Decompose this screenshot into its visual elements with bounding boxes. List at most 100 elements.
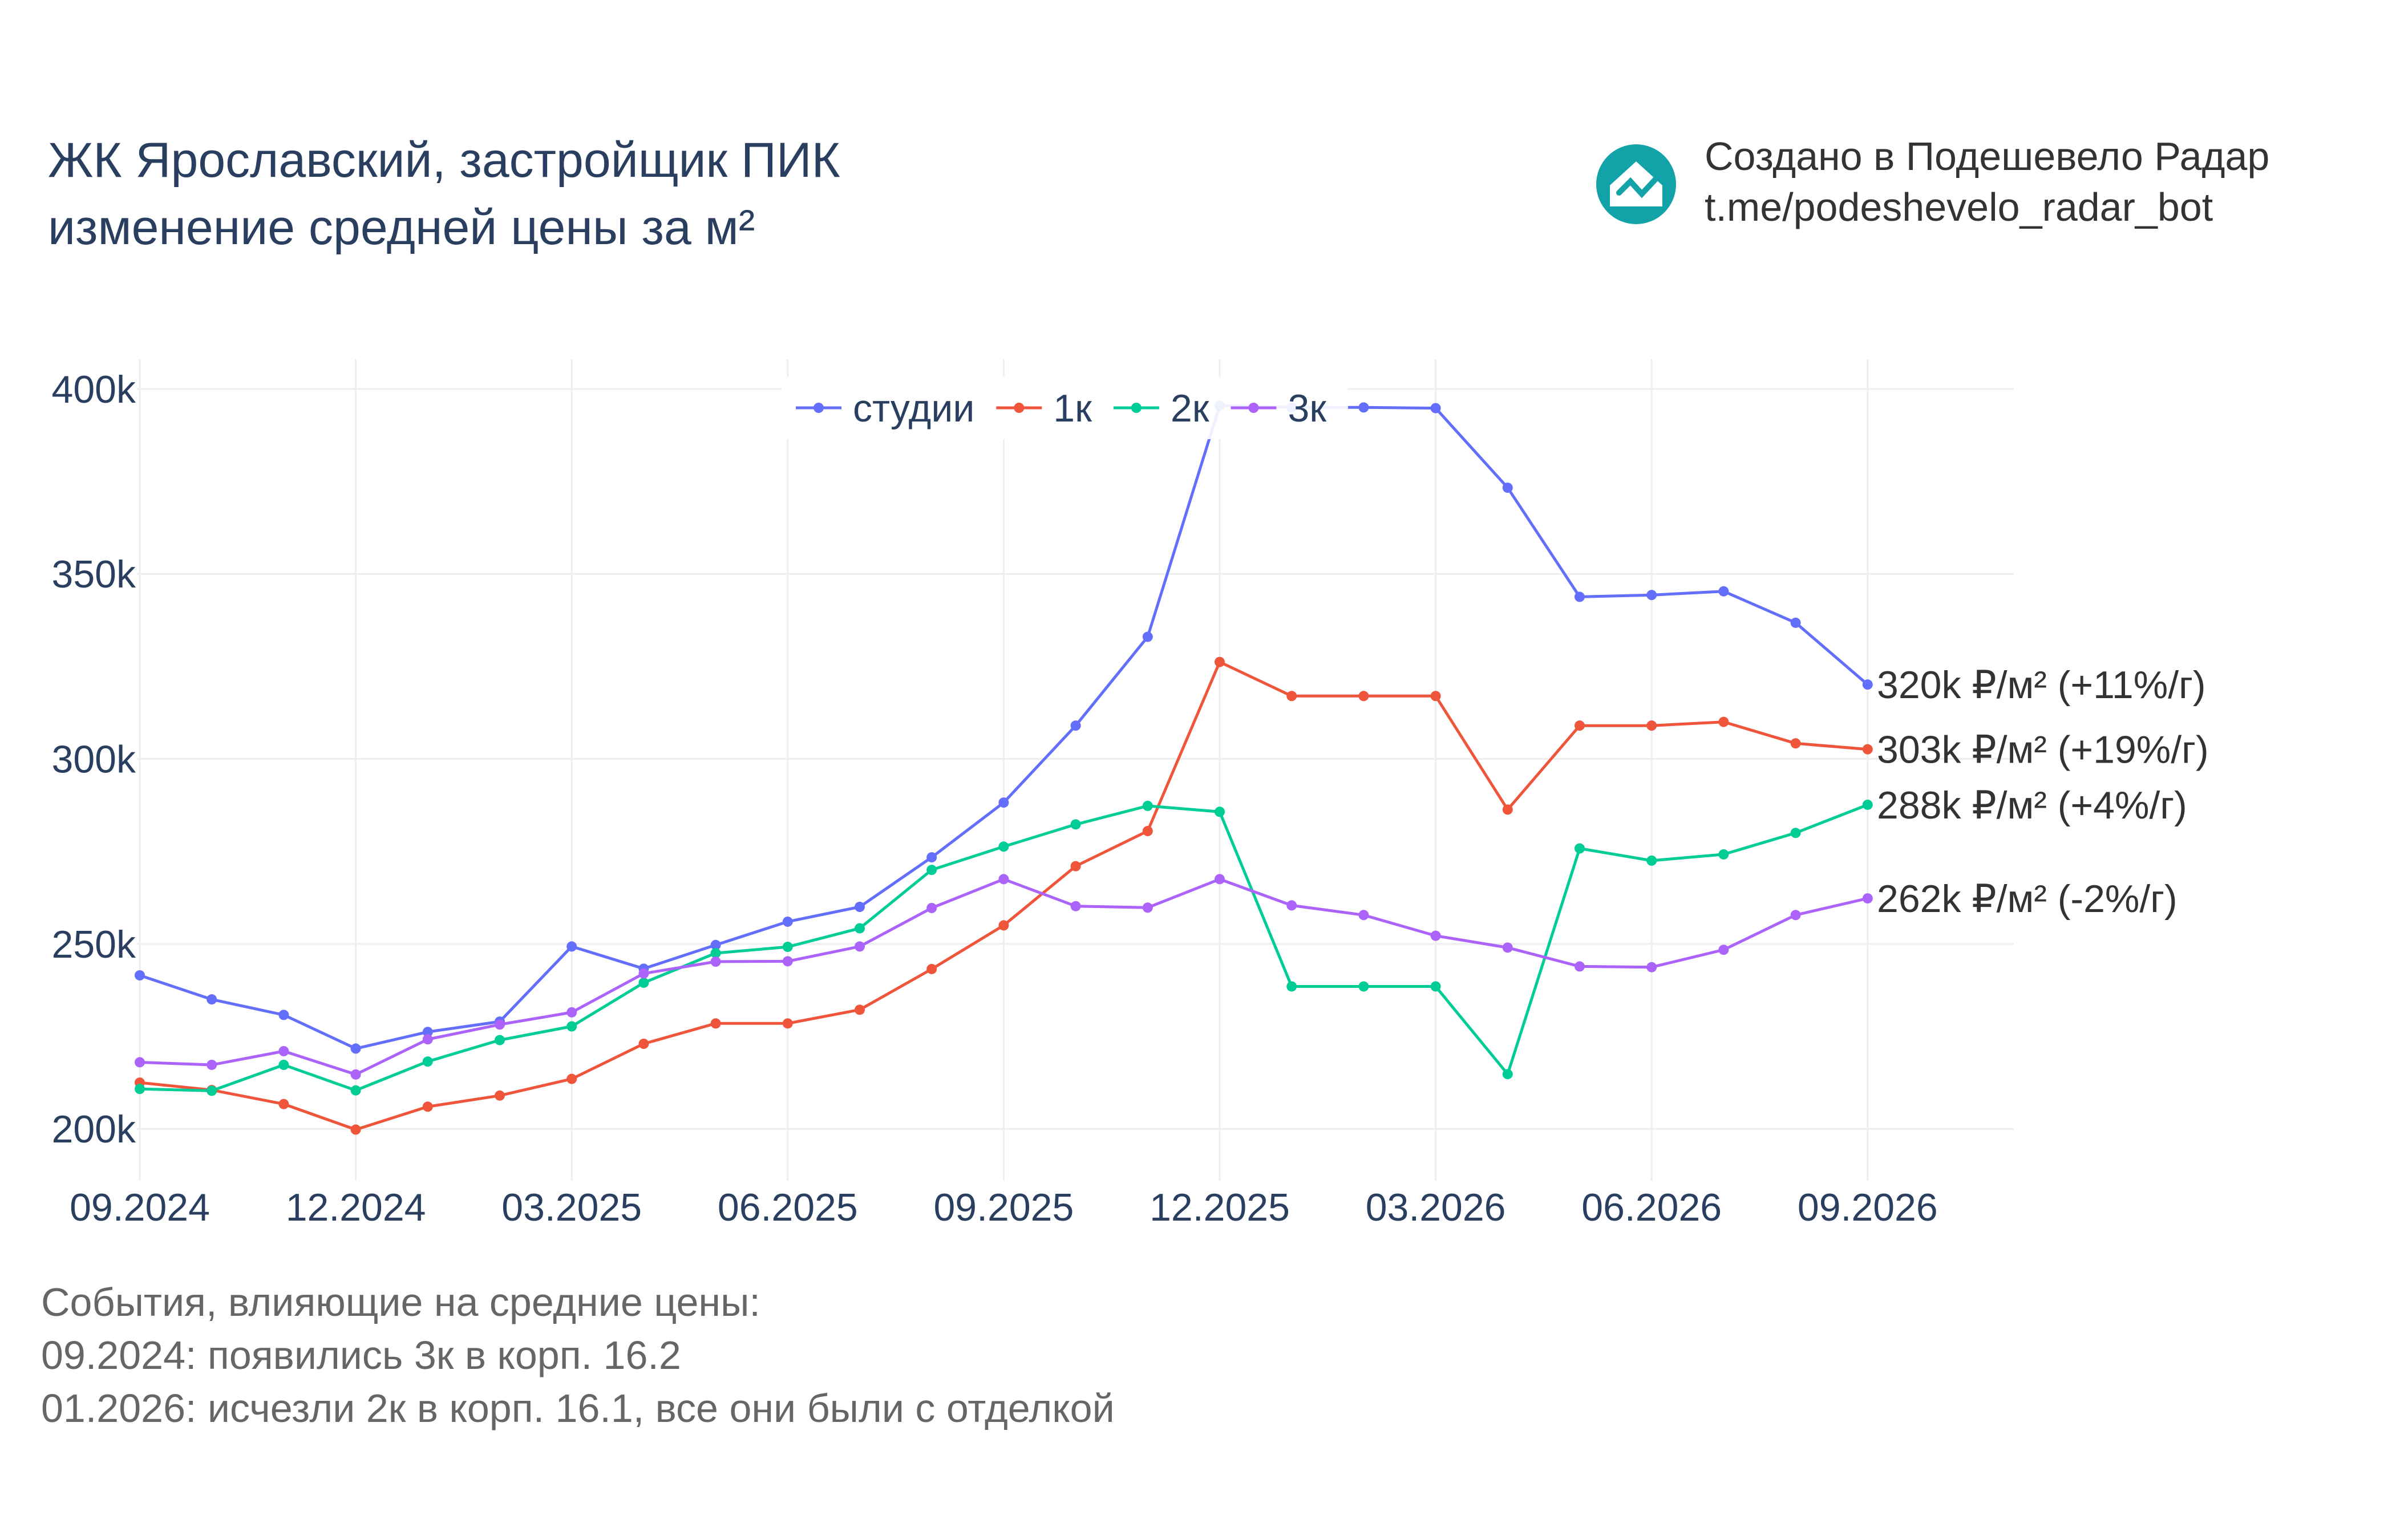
data-point[interactable] [1358, 402, 1369, 413]
data-point[interactable] [1286, 900, 1297, 911]
data-point[interactable] [1718, 586, 1729, 597]
data-point[interactable] [1070, 720, 1081, 731]
data-point[interactable] [1142, 826, 1153, 837]
data-point[interactable] [638, 977, 649, 988]
data-point[interactable] [1142, 631, 1153, 642]
data-point[interactable] [1646, 962, 1657, 972]
data-point[interactable] [566, 1007, 577, 1018]
data-point[interactable] [350, 1043, 361, 1054]
data-point[interactable] [422, 1027, 433, 1038]
legend-item-2к[interactable]: 2к [1113, 387, 1210, 430]
data-point[interactable] [207, 1085, 217, 1096]
data-point[interactable] [926, 852, 937, 863]
data-point[interactable] [1790, 910, 1801, 921]
data-point[interactable] [998, 920, 1009, 931]
data-point[interactable] [1862, 799, 1873, 810]
data-point[interactable] [278, 1010, 289, 1020]
data-point[interactable] [710, 957, 721, 967]
data-point[interactable] [135, 970, 145, 980]
data-point[interactable] [1358, 910, 1369, 921]
data-point[interactable] [1070, 819, 1081, 830]
data-point[interactable] [1215, 656, 1225, 667]
data-point[interactable] [710, 1018, 721, 1029]
data-point[interactable] [855, 923, 865, 934]
data-point[interactable] [855, 941, 865, 952]
data-point[interactable] [422, 1101, 433, 1112]
data-point[interactable] [1646, 720, 1657, 731]
data-point[interactable] [1575, 843, 1585, 854]
data-point[interactable] [710, 939, 721, 950]
data-point[interactable] [998, 797, 1009, 808]
data-point[interactable] [422, 1056, 433, 1067]
data-point[interactable] [1070, 861, 1081, 872]
data-point[interactable] [782, 916, 793, 927]
data-point[interactable] [1862, 893, 1873, 904]
data-point[interactable] [350, 1069, 361, 1080]
data-point[interactable] [1790, 617, 1801, 628]
brand-logo[interactable] [1596, 144, 1676, 224]
data-point[interactable] [1358, 691, 1369, 702]
data-point[interactable] [278, 1059, 289, 1070]
data-point[interactable] [350, 1124, 361, 1135]
data-point[interactable] [1718, 849, 1729, 860]
data-point[interactable] [207, 1059, 217, 1070]
data-point[interactable] [926, 865, 937, 876]
data-point[interactable] [135, 1084, 145, 1095]
data-point[interactable] [782, 1018, 793, 1029]
data-point[interactable] [1142, 800, 1153, 811]
data-point[interactable] [855, 902, 865, 912]
data-point[interactable] [855, 1004, 865, 1015]
legend-item-1к[interactable]: 1к [996, 387, 1092, 430]
data-point[interactable] [422, 1034, 433, 1045]
data-point[interactable] [207, 994, 217, 1005]
data-point[interactable] [566, 941, 577, 952]
data-point[interactable] [495, 1019, 505, 1030]
data-point[interactable] [1862, 679, 1873, 690]
data-point[interactable] [1575, 720, 1585, 731]
data-point[interactable] [1646, 855, 1657, 866]
data-point[interactable] [1502, 804, 1513, 815]
data-point[interactable] [998, 841, 1009, 852]
data-point[interactable] [1430, 691, 1441, 702]
data-point[interactable] [1142, 902, 1153, 913]
data-point[interactable] [638, 1039, 649, 1049]
data-point[interactable] [566, 1073, 577, 1084]
data-point[interactable] [1286, 691, 1297, 702]
data-point[interactable] [998, 874, 1009, 885]
legend-item-студии[interactable]: студии [796, 387, 974, 430]
data-point[interactable] [1430, 981, 1441, 992]
data-point[interactable] [926, 902, 937, 913]
data-point[interactable] [278, 1045, 289, 1056]
data-point[interactable] [1790, 738, 1801, 749]
data-point[interactable] [1430, 403, 1441, 414]
data-point[interactable] [926, 963, 937, 974]
data-point[interactable] [1430, 930, 1441, 941]
data-point[interactable] [1502, 483, 1513, 493]
data-point[interactable] [1502, 1069, 1513, 1080]
data-point[interactable] [1215, 807, 1225, 817]
data-point[interactable] [782, 956, 793, 967]
legend-item-3к[interactable]: 3к [1231, 387, 1327, 430]
data-point[interactable] [1575, 591, 1585, 602]
data-point[interactable] [1790, 828, 1801, 838]
data-point[interactable] [278, 1099, 289, 1109]
data-point[interactable] [1070, 901, 1081, 911]
data-point[interactable] [1358, 981, 1369, 992]
data-point[interactable] [566, 1021, 577, 1032]
data-point[interactable] [1718, 945, 1729, 955]
brand-link[interactable]: t.me/podeshevelo_radar_bot [1705, 185, 2213, 229]
data-point[interactable] [1646, 590, 1657, 601]
data-point[interactable] [1502, 942, 1513, 953]
data-point[interactable] [1286, 981, 1297, 992]
data-point[interactable] [1215, 874, 1225, 885]
data-point[interactable] [495, 1090, 505, 1101]
data-point[interactable] [350, 1085, 361, 1096]
data-point[interactable] [710, 948, 721, 959]
data-point[interactable] [135, 1057, 145, 1068]
data-point[interactable] [1718, 716, 1729, 727]
legend[interactable]: студии 1к 2к 3к [782, 376, 1349, 439]
data-point[interactable] [638, 968, 649, 979]
data-point[interactable] [1575, 961, 1585, 972]
data-point[interactable] [1862, 744, 1873, 755]
data-point[interactable] [782, 942, 793, 953]
